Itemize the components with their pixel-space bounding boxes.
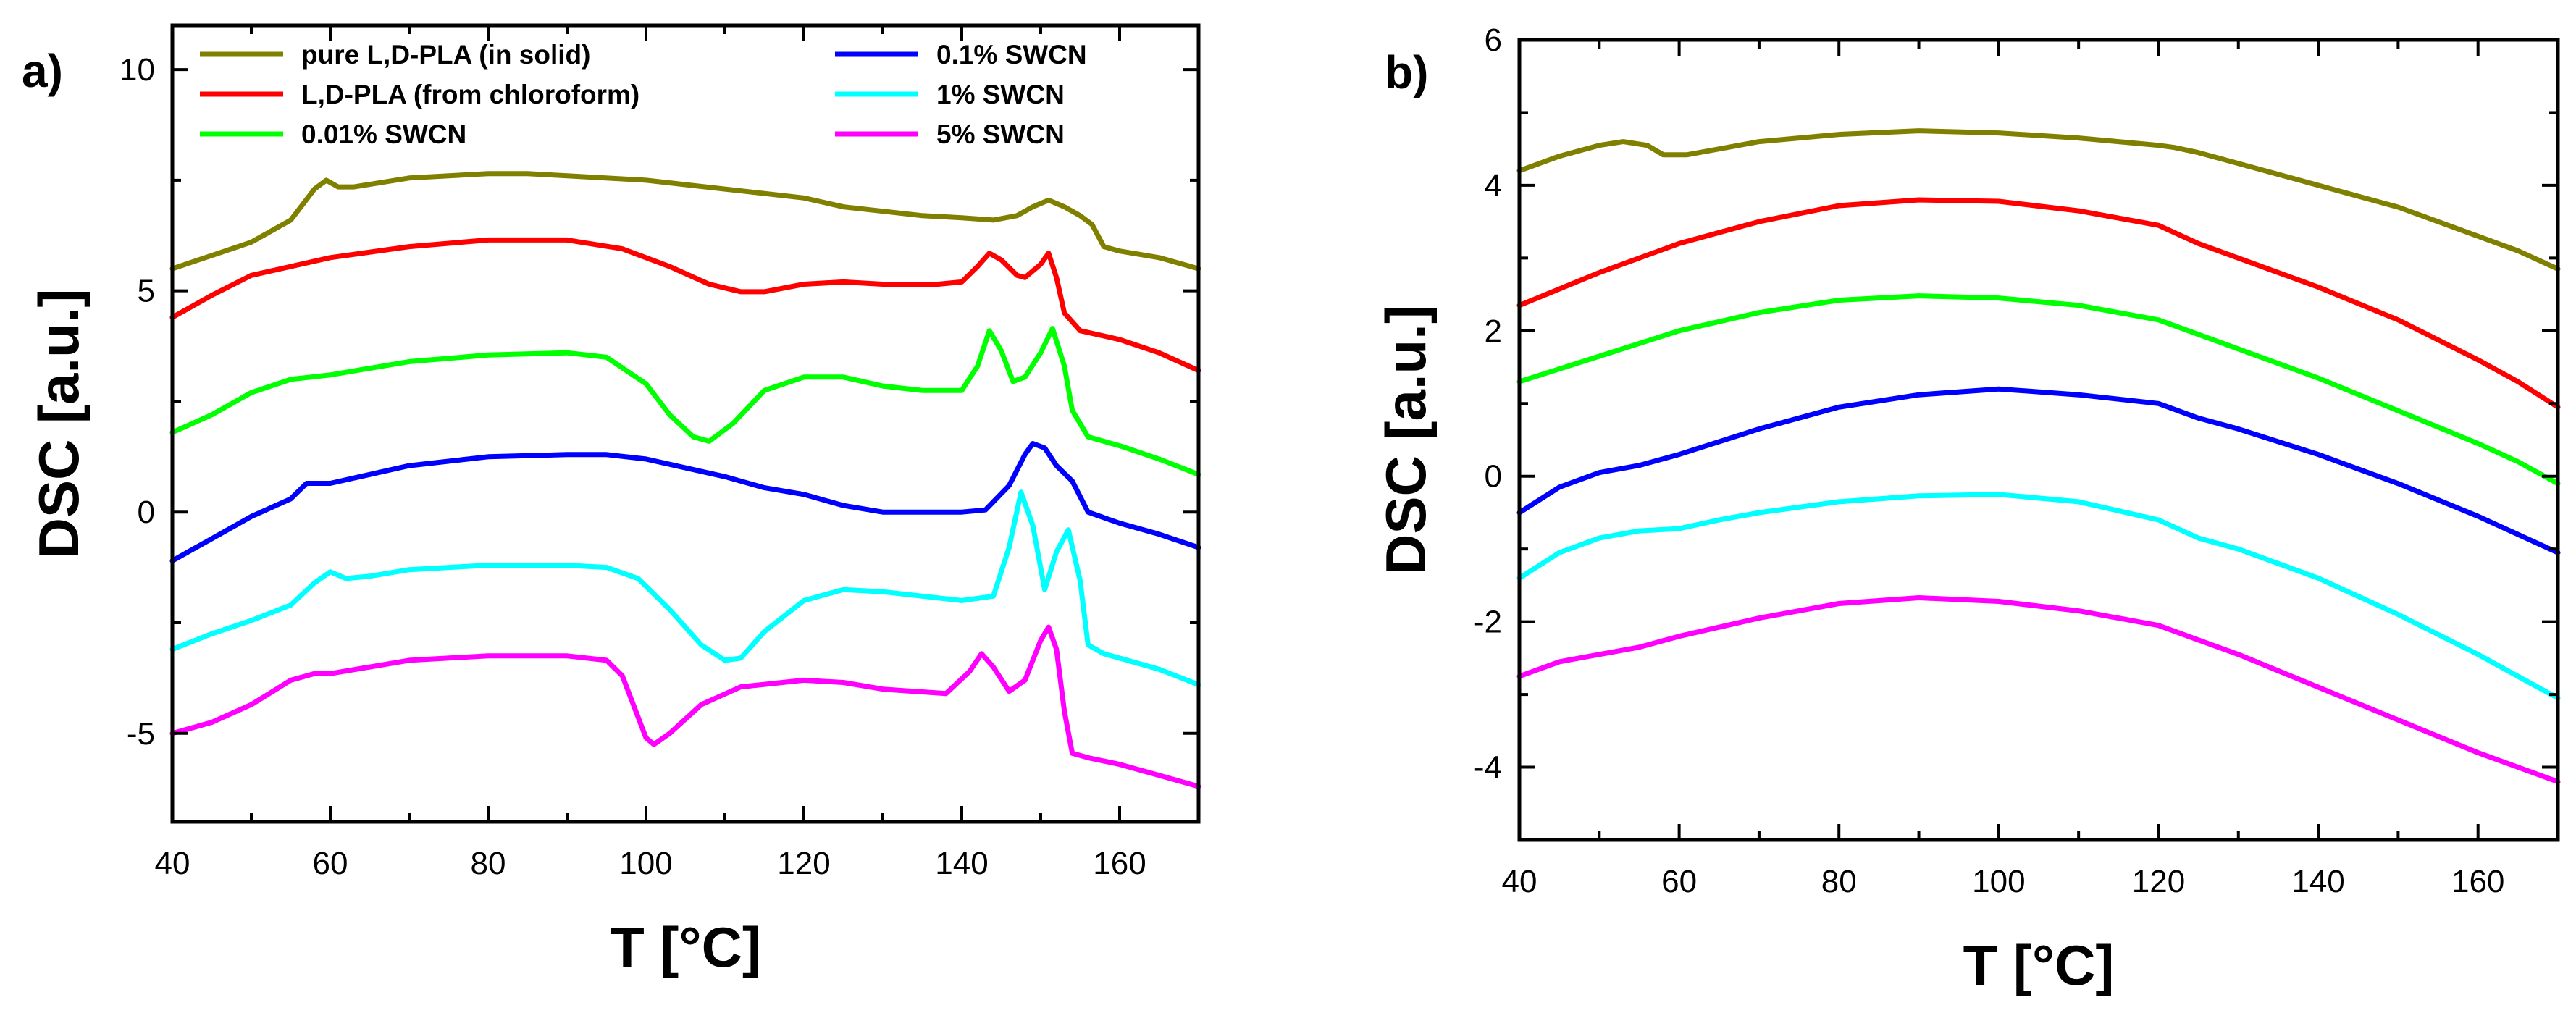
x-tick-label-b: 100 bbox=[1972, 864, 2025, 899]
legend-entry-pure-l-d-pla-in-solid: pure L,D-PLA (in solid) bbox=[301, 40, 590, 70]
series-line-b-pure-l-d-pla-in-solid bbox=[1516, 128, 2561, 272]
y-tick-label-b: 0 bbox=[1485, 459, 1502, 495]
y-axis-title-a: DSC [a.u.] bbox=[27, 289, 91, 559]
y-tick-label-b: 4 bbox=[1485, 168, 1502, 203]
series-line-a-pure-l-d-pla-in-solid bbox=[169, 171, 1201, 272]
x-axis-title-b: T [°C] bbox=[1963, 933, 2115, 997]
x-tick-label-b: 120 bbox=[2132, 864, 2185, 899]
legend-entry-l-d-pla-from-chloroform: L,D-PLA (from chloroform) bbox=[301, 80, 639, 109]
series-line-a-0-01-swcn bbox=[169, 326, 1201, 477]
x-tick-label-a: 100 bbox=[619, 846, 672, 881]
x-tick-label-b: 40 bbox=[1502, 864, 1537, 899]
y-tick-label-b: 6 bbox=[1485, 22, 1502, 58]
x-tick-label-b: 60 bbox=[1661, 864, 1697, 899]
x-tick-label-b: 80 bbox=[1821, 864, 1857, 899]
legend-entry-0-1-swcn: 0.1% SWCN bbox=[936, 40, 1087, 70]
plot-frame-b bbox=[1517, 38, 2560, 842]
y-tick-label-b: -2 bbox=[1474, 605, 1502, 640]
x-tick-label-b: 140 bbox=[2291, 864, 2344, 899]
series-line-b-1-swcn bbox=[1516, 492, 2561, 701]
x-tick-label-a: 80 bbox=[471, 846, 506, 881]
x-tick-label-a: 60 bbox=[313, 846, 348, 881]
plot-frame-a bbox=[170, 23, 1201, 824]
y-tick-label-a: 5 bbox=[138, 274, 155, 309]
panel-label-b: b) bbox=[1385, 46, 1428, 98]
panel-b: 40 60 80 100 120 140 160 -4 -2 0 2 4 6 T [°C] DSC [a.u… bbox=[1374, 22, 2561, 997]
series-line-a-0-1-swcn bbox=[169, 441, 1201, 563]
y-tick-label-b: 2 bbox=[1485, 314, 1502, 349]
legend-entry-0-01-swcn: 0.01% SWCN bbox=[301, 119, 466, 149]
series-line-b-0-1-swcn bbox=[1516, 386, 2561, 555]
x-tick-label-a: 120 bbox=[777, 846, 830, 881]
series-line-a-5-swcn bbox=[169, 624, 1201, 789]
panel-a: 40 60 80 100 120 140 160 -5 0 5 10 T [°C] DSC [a.u.]… bbox=[22, 23, 1201, 979]
y-tick-label-a: 10 bbox=[119, 52, 155, 88]
x-tick-label-a: 140 bbox=[935, 846, 988, 881]
series-line-b-l-d-pla-from-chloroform bbox=[1516, 197, 2561, 410]
x-tick-label-a: 40 bbox=[155, 846, 190, 881]
y-tick-label-b: -4 bbox=[1474, 750, 1502, 786]
x-axis-title-a: T [°C] bbox=[610, 915, 761, 979]
panel-label-a: a) bbox=[22, 45, 63, 97]
y-tick-label-a: 0 bbox=[138, 495, 155, 530]
series-line-a-l-d-pla-from-chloroform bbox=[169, 237, 1201, 374]
series-line-b-5-swcn bbox=[1516, 595, 2561, 785]
y-axis-title-b: DSC [a.u.] bbox=[1374, 305, 1438, 575]
series-line-a-1-swcn bbox=[169, 489, 1201, 688]
y-tick-label-a: -5 bbox=[127, 716, 155, 752]
legend-entry-1-swcn: 1% SWCN bbox=[936, 80, 1065, 109]
x-tick-label-a: 160 bbox=[1093, 846, 1146, 881]
x-tick-label-b: 160 bbox=[2451, 864, 2504, 899]
legend-entry-5-swcn: 5% SWCN bbox=[936, 119, 1065, 149]
series-line-b-0-01-swcn bbox=[1516, 293, 2561, 487]
